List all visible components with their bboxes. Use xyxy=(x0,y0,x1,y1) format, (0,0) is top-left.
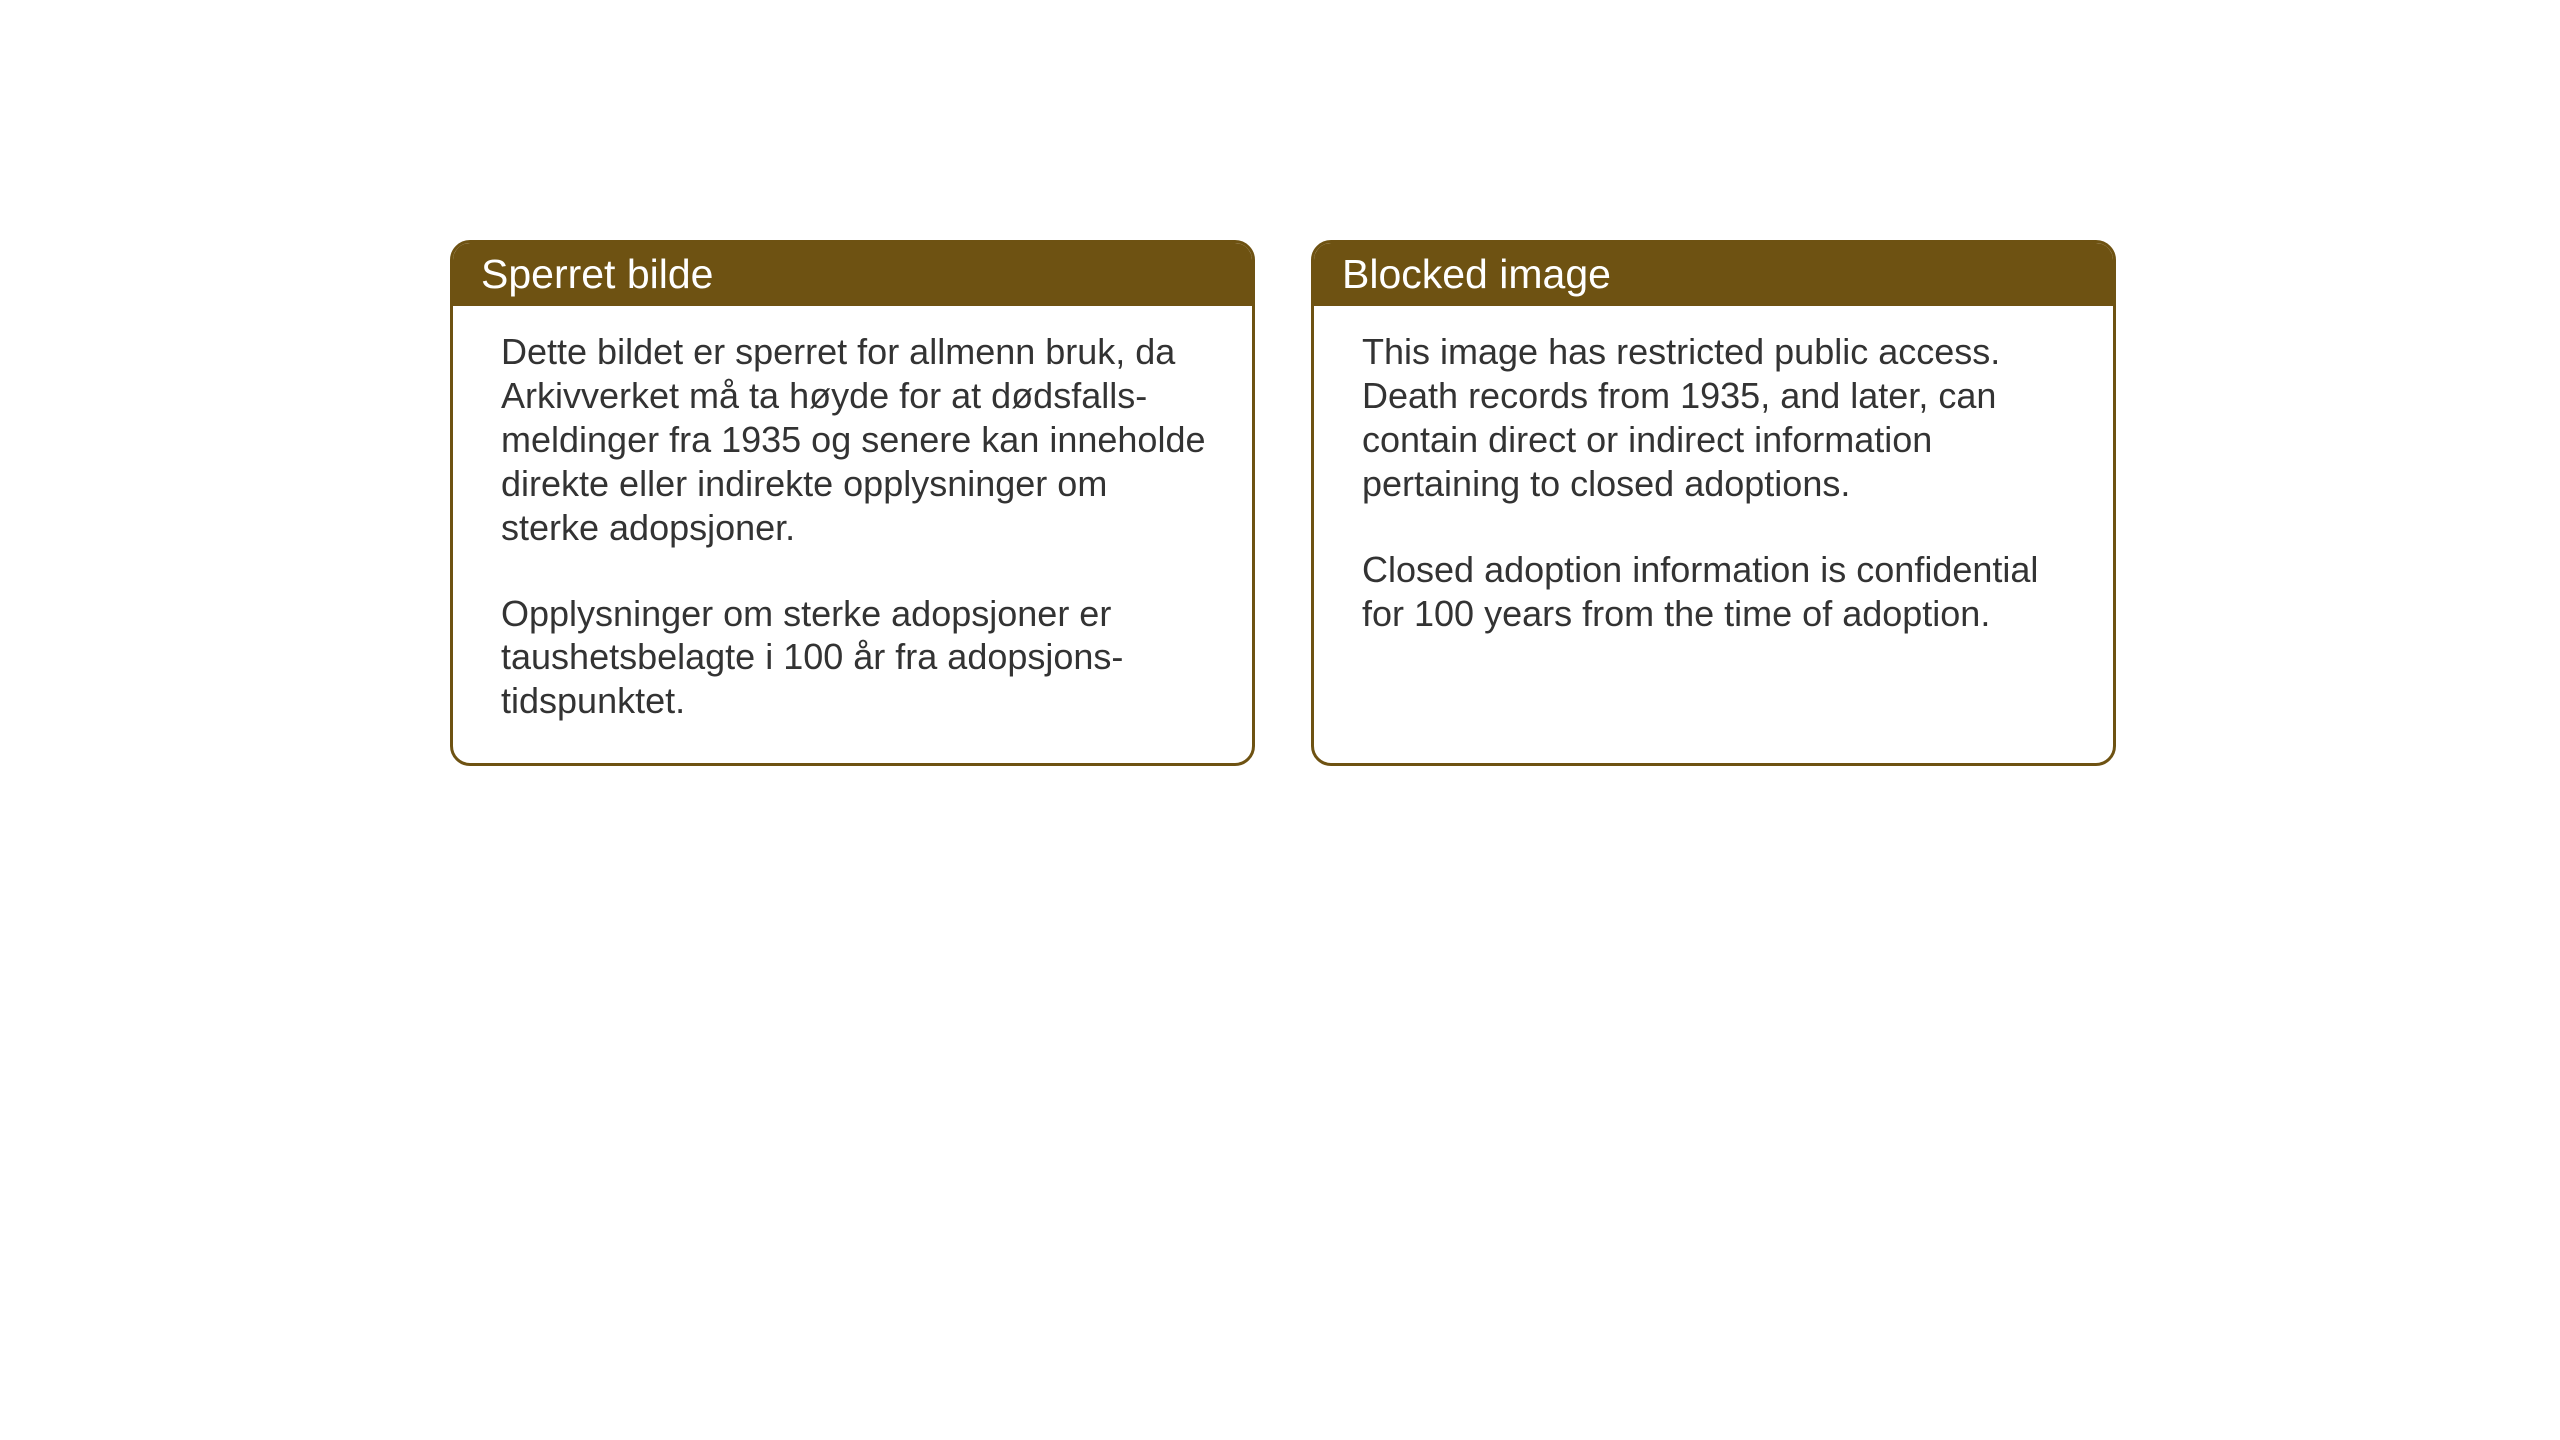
norwegian-card-title: Sperret bilde xyxy=(453,243,1252,306)
english-paragraph-2: Closed adoption information is confident… xyxy=(1362,548,2073,636)
english-card-title: Blocked image xyxy=(1314,243,2113,306)
norwegian-card-body: Dette bildet er sperret for allmenn bruk… xyxy=(453,306,1252,763)
english-notice-card: Blocked image This image has restricted … xyxy=(1311,240,2116,766)
norwegian-paragraph-2: Opplysninger om sterke adopsjoner er tau… xyxy=(501,592,1212,724)
cards-container: Sperret bilde Dette bildet er sperret fo… xyxy=(450,240,2116,766)
norwegian-paragraph-1: Dette bildet er sperret for allmenn bruk… xyxy=(501,330,1212,550)
english-paragraph-1: This image has restricted public access.… xyxy=(1362,330,2073,506)
norwegian-notice-card: Sperret bilde Dette bildet er sperret fo… xyxy=(450,240,1255,766)
english-card-body: This image has restricted public access.… xyxy=(1314,306,2113,675)
